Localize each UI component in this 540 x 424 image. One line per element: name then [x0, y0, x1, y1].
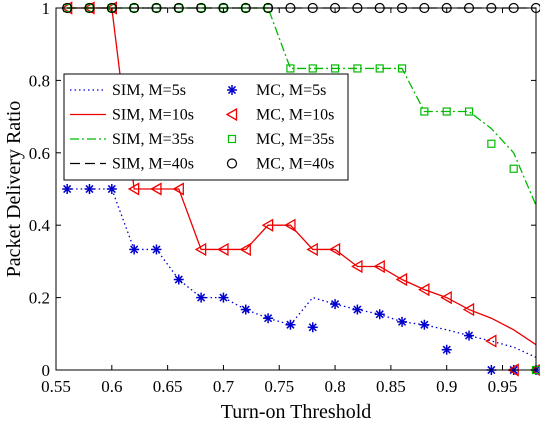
data-point-4-10 [285, 319, 296, 330]
data-point-4-0 [62, 184, 73, 194]
data-point-5-11 [306, 242, 318, 257]
legend-entry-label: MC, M=35s [256, 131, 334, 148]
data-point-4-15 [397, 316, 408, 327]
legend-symbol [226, 158, 238, 169]
legend-symbol [227, 134, 237, 144]
legend-entry-label: SIM, M=40s [112, 156, 194, 173]
data-point-4-4 [151, 244, 162, 255]
x-tick-label: 0.55 [41, 377, 71, 396]
data-point-4-13 [352, 304, 363, 315]
y-tick-label: 0.8 [29, 71, 50, 90]
series-line-0 [67, 188, 537, 358]
x-tick-label: 0.85 [376, 377, 406, 396]
data-point-4-17 [441, 344, 452, 355]
legend: SIM, M=5s MC, M=5s SIM, M=10s MC, M=10s SIM,… [63, 73, 349, 181]
legend-symbol [225, 107, 238, 122]
data-point-4-7 [218, 292, 229, 303]
data-point-6-13 [353, 64, 362, 73]
data-point-5-3 [127, 182, 140, 196]
data-point-6-19 [487, 139, 496, 148]
legend-entry-label: SIM, M=5s [112, 82, 186, 99]
y-tick-label: 0.2 [29, 289, 50, 308]
data-point-4-3 [129, 244, 140, 255]
data-point-4-16 [419, 319, 430, 330]
data-point-4-1 [84, 184, 95, 194]
data-point-5-9 [261, 218, 274, 232]
data-point-6-20 [509, 164, 518, 173]
data-point-4-8 [240, 304, 251, 315]
data-point-5-17 [440, 290, 452, 305]
series-line-2 [67, 7, 537, 206]
x-tick-label: 0.8 [324, 377, 345, 396]
y-tick-label: 0.6 [29, 144, 50, 163]
data-point-5-18 [462, 302, 475, 317]
plot-frame [55, 7, 537, 371]
data-point-4-5 [173, 274, 184, 285]
data-point-5-14 [373, 259, 385, 274]
data-point-5-15 [395, 272, 408, 287]
legend-entry-label: MC, M=10s [256, 107, 334, 124]
data-point-5-16 [418, 283, 430, 297]
plot-lines [67, 7, 537, 358]
legend-box [63, 73, 349, 181]
data-point-6-10 [286, 64, 295, 73]
legend-entry-label: SIM, M=35s [112, 131, 194, 148]
data-point-5-19 [485, 334, 497, 348]
data-point-5-6 [194, 242, 207, 257]
data-point-5-8 [239, 242, 251, 257]
legend-entry-label: MC, M=40s [256, 156, 334, 173]
legend-marker [226, 158, 238, 169]
data-point-4-12 [330, 299, 341, 310]
y-tick-label: 0.4 [29, 216, 51, 235]
data-point-6-11 [308, 64, 317, 73]
legend-marker [227, 134, 237, 144]
data-point-6-14 [375, 64, 384, 73]
data-point-5-5 [172, 182, 184, 196]
data-point-4-2 [106, 184, 117, 194]
y-axis-label: Packet Delivery Ratio [3, 101, 25, 278]
x-tick-label: 0.7 [213, 377, 235, 396]
x-tick-label: 0.9 [436, 377, 457, 396]
y-axis-ticks: 0 0.2 0.4 0.6 0.8 1 [29, 0, 536, 380]
y-tick-label: 1 [42, 0, 51, 18]
x-axis-ticks: 0.55 0.6 0.65 0.7 0.75 0.8 0.85 0.9 0.95 [41, 8, 517, 396]
x-tick-label: 0.6 [101, 377, 122, 396]
x-tick-label: 0.75 [264, 377, 294, 396]
y-tick-label: 0 [42, 361, 51, 380]
data-point-6-17 [442, 107, 451, 116]
legend-entry-label: SIM, M=10s [112, 107, 194, 124]
data-point-5-4 [150, 182, 162, 196]
data-point-4-18 [464, 330, 475, 341]
data-point-6-16 [420, 107, 429, 116]
data-point-6-15 [397, 64, 407, 73]
data-point-5-13 [351, 259, 363, 274]
legend-marker [227, 85, 237, 95]
data-point-5-12 [328, 242, 341, 257]
series-line-1 [67, 7, 537, 346]
x-tick-label: 0.65 [153, 377, 183, 396]
data-point-5-7 [217, 242, 229, 257]
legend-entry-label: MC, M=5s [256, 82, 326, 99]
x-axis-label: Turn-on Threshold [221, 401, 372, 423]
legend-marker [225, 107, 238, 122]
data-point-4-6 [196, 292, 207, 303]
data-point-5-10 [284, 218, 296, 232]
data-point-6-12 [330, 64, 340, 73]
legend-symbol [227, 85, 237, 95]
data-point-4-11 [307, 322, 318, 333]
x-tick-label: 0.95 [488, 377, 518, 396]
data-point-6-18 [464, 107, 474, 116]
data-point-4-14 [374, 309, 385, 320]
data-point-4-9 [263, 313, 274, 324]
